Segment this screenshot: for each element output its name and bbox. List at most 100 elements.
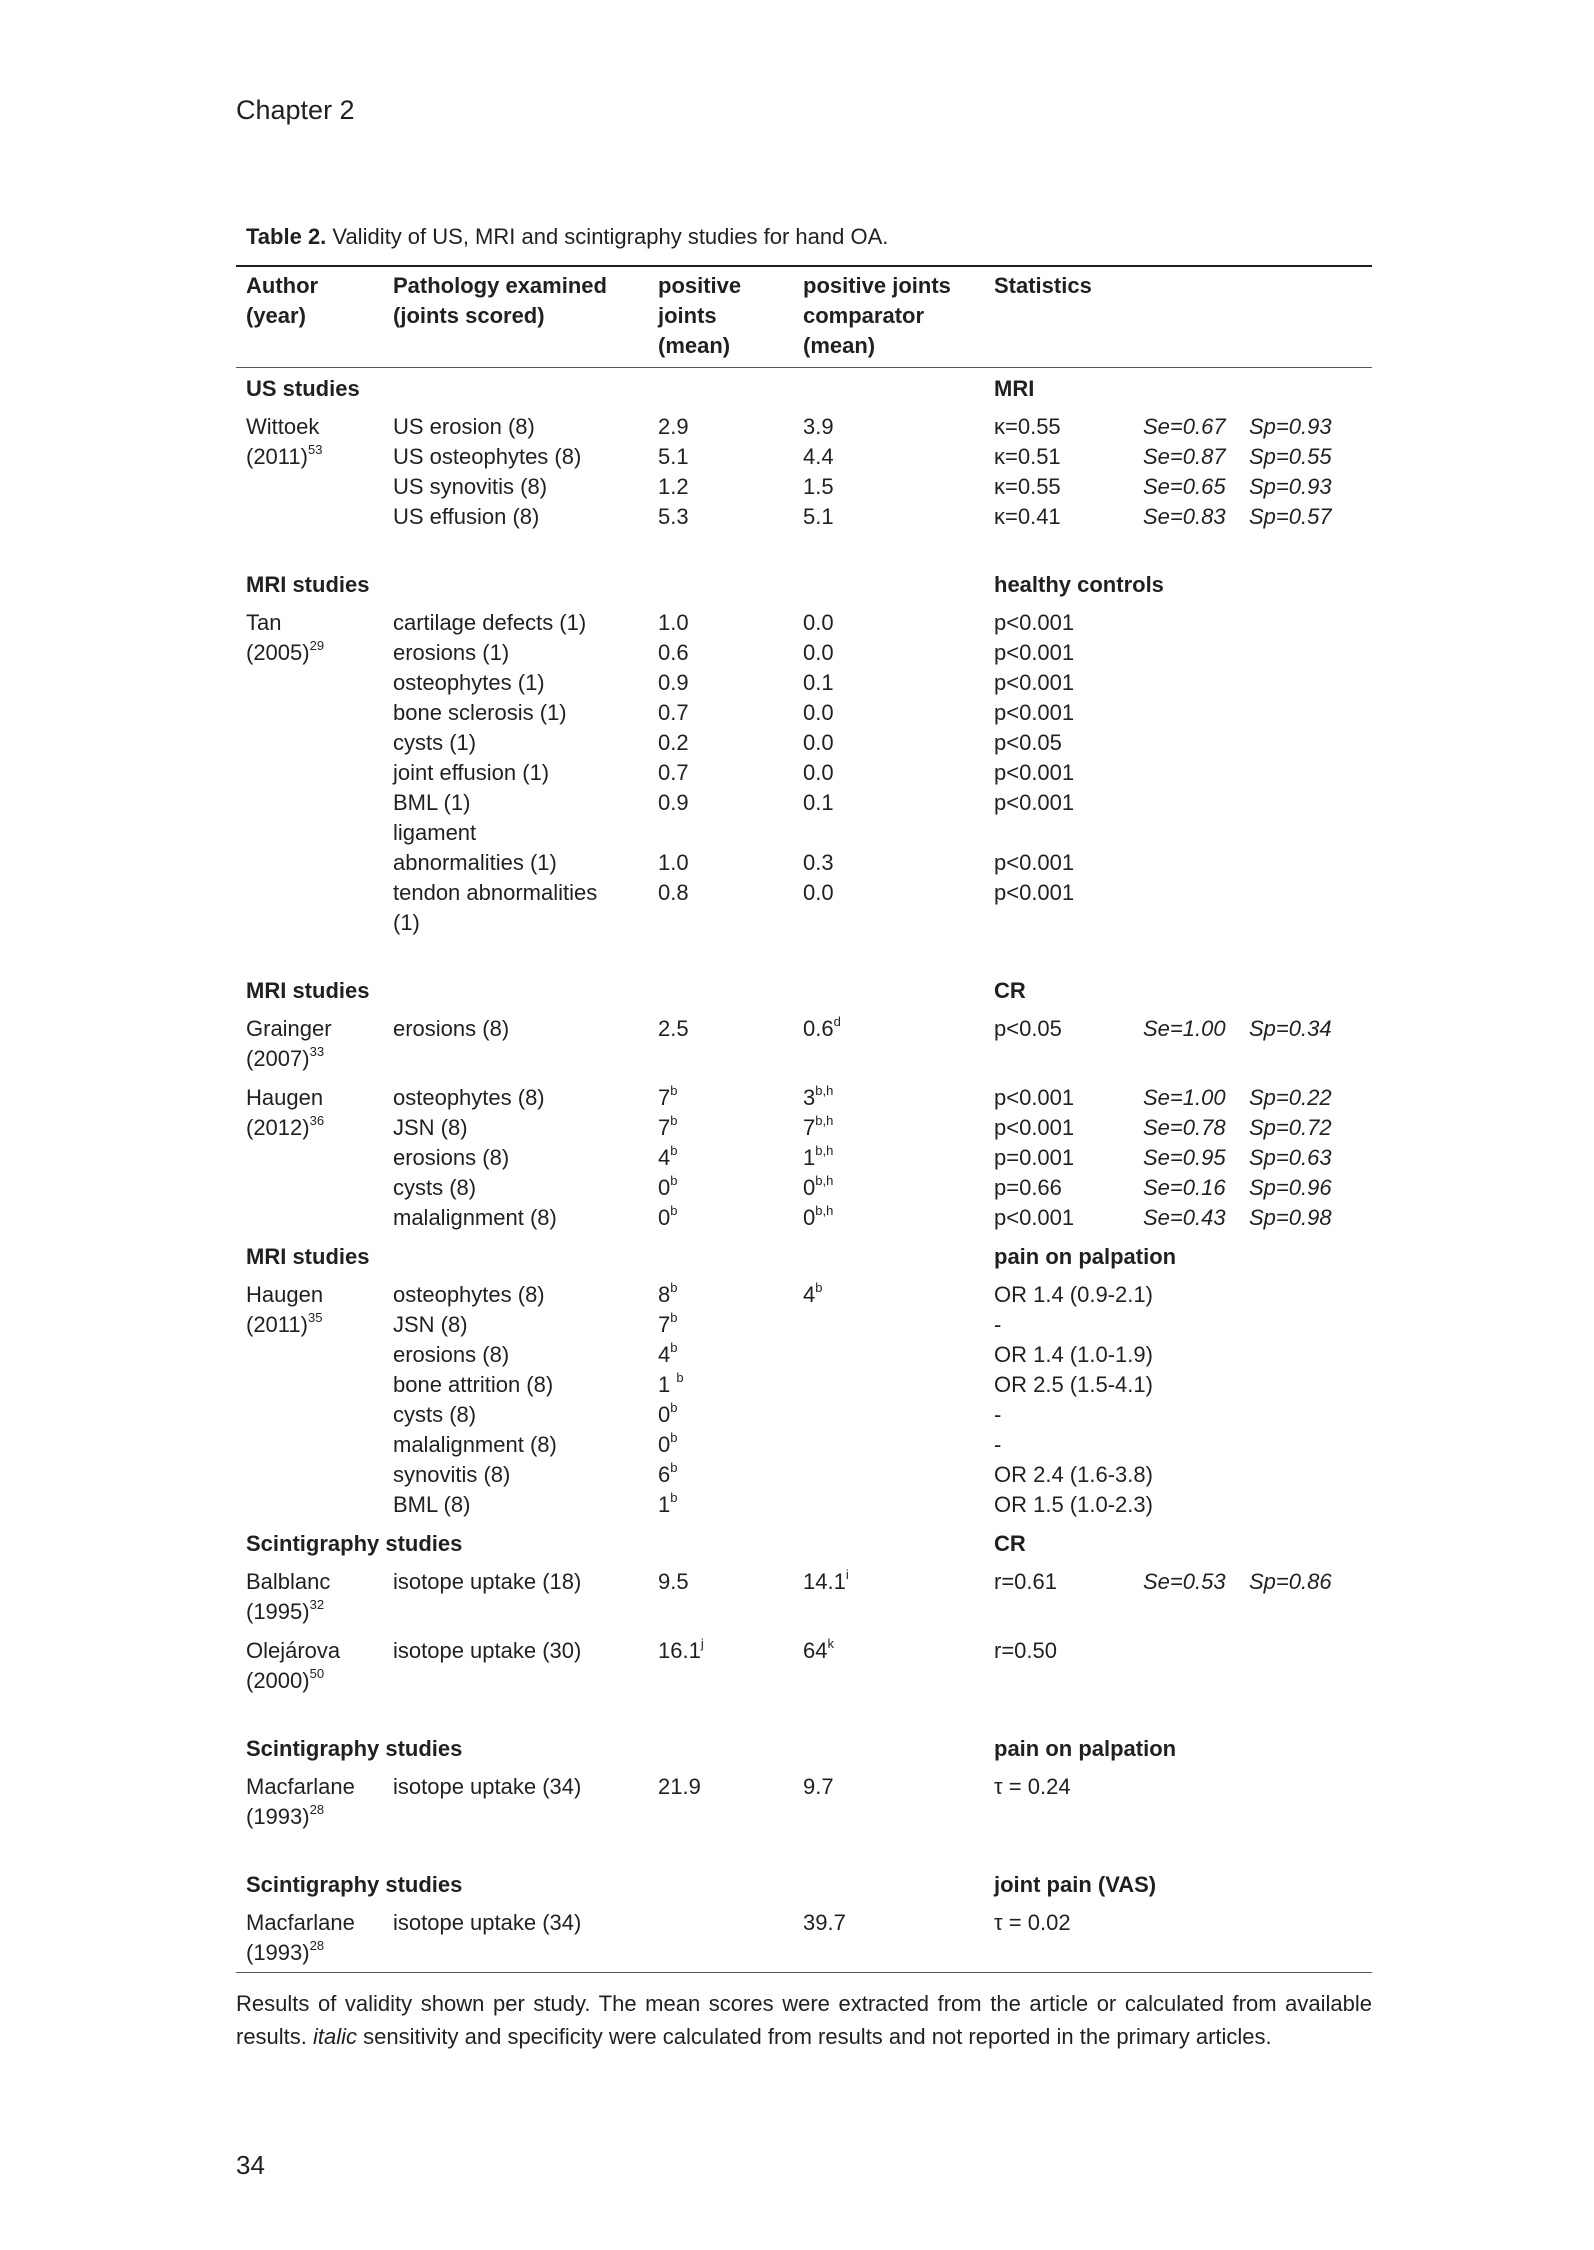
- statistic-cell: [994, 818, 1143, 848]
- author-cell: [236, 878, 393, 908]
- positive-joints-cell: [658, 1938, 803, 1968]
- specificity-cell: Sp=0.86: [1249, 1569, 1332, 1594]
- statistic-cell: κ=0.41: [994, 504, 1061, 529]
- author-cell: (2007)33: [246, 1043, 325, 1071]
- comparator-cell: [803, 1490, 994, 1520]
- positive-joints-cell: 6b: [658, 1459, 678, 1487]
- sensitivity-cell: Se=0.78: [1143, 1115, 1226, 1140]
- specificity-cell: Sp=0.96: [1249, 1175, 1332, 1200]
- sensitivity-cell: Se=0.65: [1143, 474, 1226, 499]
- author-cell: [236, 1430, 393, 1460]
- reference-number: 28: [309, 1801, 325, 1817]
- statistic-cell: κ=0.51: [994, 444, 1061, 469]
- comparator-cell-superscript: b,h: [815, 1172, 834, 1188]
- statistic-cell: p<0.05: [994, 1016, 1062, 1041]
- author-cell: Macfarlane: [246, 1910, 355, 1935]
- sensitivity-cell: [1143, 878, 1249, 908]
- comparator-cell-superscript: b,h: [815, 1112, 834, 1128]
- comparator-cell-superscript: i: [845, 1566, 849, 1582]
- comparator-cell: [803, 1044, 994, 1074]
- table-row: (2011)35 JSN (8) 7b -: [236, 1310, 1372, 1340]
- author-cell: [236, 1340, 393, 1370]
- positive-joints-cell: 0.9: [658, 670, 689, 695]
- study-block: Macfarlane isotope uptake (34) 39.7 τ = 0.0…: [236, 1908, 1372, 1968]
- positive-joints-cell: 0b: [658, 1399, 678, 1427]
- positive-joints-cell: 5.3: [658, 504, 689, 529]
- pathology-cell: isotope uptake (30): [393, 1638, 582, 1663]
- pathology-cell: cysts (1): [393, 730, 477, 755]
- statistic-cell: p<0.001: [994, 880, 1075, 905]
- sensitivity-cell: [1143, 1460, 1249, 1490]
- comparator-cell: [803, 1370, 994, 1400]
- table-row: bone attrition (8) 1 b OR 2.5 (1.5-4.1): [236, 1370, 1372, 1400]
- positive-joints-cell-superscript: b: [670, 1309, 678, 1325]
- sensitivity-cell: [1143, 1340, 1249, 1370]
- table-row: osteophytes (1) 0.9 0.1 p<0.001: [236, 668, 1372, 698]
- specificity-cell: [1249, 1938, 1359, 1968]
- author-cell: [236, 1173, 393, 1203]
- sensitivity-cell: [1143, 1938, 1249, 1968]
- specificity-cell: [1249, 1597, 1359, 1627]
- table-row: (2011)53 US osteophytes (8) 5.1 4.4 κ=0.51 Se…: [236, 442, 1372, 472]
- statistic-cell: r=0.50: [994, 1638, 1057, 1663]
- column-header: Pathology examined (joints scored): [393, 273, 607, 328]
- specificity-cell: [1249, 818, 1359, 848]
- statistic-cell: p<0.001: [994, 1205, 1075, 1230]
- comparator-cell: 0.0: [803, 760, 834, 785]
- positive-joints-cell-superscript: b: [670, 1202, 678, 1218]
- table-top-rule: [236, 265, 1372, 267]
- comparator-cell: 3b,h: [803, 1082, 834, 1110]
- sensitivity-cell: [1143, 908, 1249, 938]
- specificity-cell: [1249, 1310, 1359, 1340]
- comparator-cell: [803, 1400, 994, 1430]
- specificity-cell: [1249, 1490, 1359, 1520]
- comparator-cell: 0b,h: [803, 1172, 834, 1200]
- positive-joints-cell: 4b: [658, 1142, 678, 1170]
- sensitivity-cell: Se=0.16: [1143, 1175, 1226, 1200]
- author-cell: Tan: [246, 610, 282, 635]
- table-row: US synovitis (8) 1.2 1.5 κ=0.55 Se=0.65 Sp=0.…: [236, 472, 1372, 502]
- sensitivity-cell: Se=0.67: [1143, 414, 1226, 439]
- sensitivity-cell: [1143, 1802, 1249, 1832]
- comparator-cell: 0.0: [803, 700, 834, 725]
- comparator-cell: 0.6d: [803, 1013, 841, 1041]
- pathology-cell: bone attrition (8): [393, 1372, 554, 1397]
- reference-number: 28: [309, 1937, 325, 1953]
- positive-joints-cell-superscript: b: [670, 1279, 678, 1295]
- pathology-cell: erosions (8): [393, 1145, 510, 1170]
- positive-joints-cell: [658, 1908, 803, 1938]
- comparator-cell: [803, 1340, 994, 1370]
- pathology-cell: erosions (1): [393, 640, 510, 665]
- author-cell: [236, 818, 393, 848]
- reference-number: 53: [307, 441, 323, 457]
- positive-joints-cell: 21.9: [658, 1774, 701, 1799]
- positive-joints-cell: 1.0: [658, 850, 689, 875]
- pathology-cell: cartilage defects (1): [393, 610, 587, 635]
- pathology-cell: cysts (8): [393, 1175, 477, 1200]
- pathology-cell: JSN (8): [393, 1115, 468, 1140]
- statistic-cell: κ=0.55: [994, 474, 1061, 499]
- statistic-cell: [994, 1802, 1143, 1832]
- positive-joints-cell: 0.6: [658, 640, 689, 665]
- pathology-cell: tendon abnormalities: [393, 880, 598, 905]
- table-row: erosions (8) 4b 1b,h p=0.001 Se=0.95 Sp=0.63: [236, 1143, 1372, 1173]
- specificity-cell: [1249, 1460, 1359, 1490]
- table-row: malalignment (8) 0b 0b,h p<0.001 Se=0.43 Sp=0…: [236, 1203, 1372, 1233]
- comparator-cell: [803, 1597, 994, 1627]
- table-row: (1993)28: [236, 1802, 1372, 1832]
- section-comparator: MRI: [994, 376, 1035, 401]
- pathology-cell: malalignment (8): [393, 1205, 557, 1230]
- table-row: (1993)28: [236, 1938, 1372, 1968]
- positive-joints-cell: 2.5: [658, 1016, 689, 1041]
- comparator-cell: [803, 1430, 994, 1460]
- section-header: MRI studies pain on palpation: [236, 1242, 1372, 1280]
- author-cell: [236, 848, 393, 878]
- sensitivity-cell: Se=1.00: [1143, 1085, 1226, 1110]
- positive-joints-cell-superscript: b: [670, 1489, 678, 1505]
- table-row: (2007)33: [236, 1044, 1372, 1074]
- author-cell: (2011)53: [246, 441, 323, 469]
- section-title: Scintigraphy studies: [246, 1736, 463, 1761]
- sensitivity-cell: Se=0.95: [1143, 1145, 1226, 1170]
- sensitivity-cell: [1143, 1490, 1249, 1520]
- section-title: US studies: [246, 376, 360, 401]
